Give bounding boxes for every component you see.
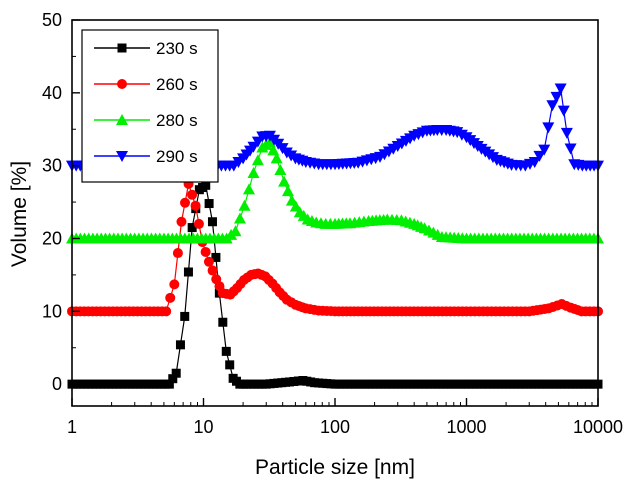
series-2 — [67, 178, 603, 317]
data-point — [164, 379, 174, 389]
data-point — [171, 368, 181, 378]
y-axis-title: Volume [%] — [8, 161, 31, 267]
data-point — [221, 346, 231, 356]
data-point — [263, 136, 276, 148]
data-point — [190, 200, 201, 211]
data-point — [187, 189, 198, 200]
data-point — [289, 376, 299, 386]
data-point — [180, 311, 190, 321]
legend-label: 230 s — [156, 39, 198, 58]
series-1 — [67, 180, 603, 389]
axis-layer: 1 10 100 1000 10000 0 10 20 30 40 50 — [42, 10, 623, 437]
y-tick-label: 30 — [42, 156, 62, 176]
data-point — [168, 374, 178, 384]
y-tick-label: 20 — [42, 228, 62, 248]
data-point — [293, 376, 303, 386]
data-point — [207, 265, 218, 276]
x-tick-label: 10000 — [573, 417, 623, 437]
data-point — [542, 122, 555, 134]
y-tick-label: 0 — [52, 374, 62, 394]
data-point — [207, 217, 217, 227]
data-point — [201, 180, 211, 190]
x-axis-title: Particle size [nm] — [255, 456, 415, 479]
data-point — [175, 340, 185, 350]
data-point — [200, 246, 211, 257]
data-point — [225, 360, 235, 370]
legend-label: 280 s — [156, 111, 198, 130]
data-point — [538, 144, 551, 156]
data-point — [161, 306, 172, 317]
y-tick-label: 40 — [42, 83, 62, 103]
data-point — [193, 218, 204, 229]
legend-marker — [116, 151, 128, 162]
series-3 — [66, 136, 604, 244]
data-point — [211, 252, 221, 262]
data-point — [528, 157, 541, 169]
y-tick-label: 50 — [42, 10, 62, 30]
data-point — [560, 127, 573, 139]
x-tick-label: 10 — [193, 417, 213, 437]
x-tick-label: 100 — [320, 417, 350, 437]
data-point — [242, 183, 255, 195]
x-tick-label: 1 — [67, 417, 77, 437]
data-point — [533, 150, 546, 162]
data-point — [270, 152, 283, 164]
data-point — [278, 175, 291, 187]
data-point — [247, 166, 260, 178]
legend-box — [81, 29, 219, 183]
legend: 230 s 260 s 280 s 290 s — [81, 29, 219, 183]
legend-marker — [117, 43, 127, 53]
data-point — [172, 248, 183, 259]
legend-label: 290 s — [156, 147, 198, 166]
legend-label: 260 s — [156, 75, 198, 94]
data-point — [546, 100, 559, 112]
data-point — [550, 91, 563, 103]
data-point — [251, 154, 264, 166]
legend-marker — [117, 79, 127, 89]
data-point — [267, 144, 280, 156]
data-point — [180, 197, 191, 208]
data-point — [233, 212, 246, 224]
data-point — [187, 223, 197, 233]
x-tick-label: 1000 — [446, 417, 486, 437]
data-point — [204, 199, 214, 209]
data-point — [281, 185, 294, 197]
data-point — [218, 317, 228, 327]
data-point — [564, 143, 577, 155]
data-point — [203, 256, 214, 267]
data-point — [176, 216, 187, 227]
legend-marker — [116, 114, 128, 125]
data-point — [238, 199, 251, 211]
data-point — [554, 83, 567, 95]
data-point — [557, 105, 570, 117]
data-point — [183, 267, 193, 277]
data-point — [169, 279, 180, 290]
y-tick-label: 10 — [42, 301, 62, 321]
data-point — [229, 225, 242, 237]
data-point — [284, 377, 294, 387]
data-point — [165, 292, 176, 303]
data-point — [274, 164, 287, 176]
